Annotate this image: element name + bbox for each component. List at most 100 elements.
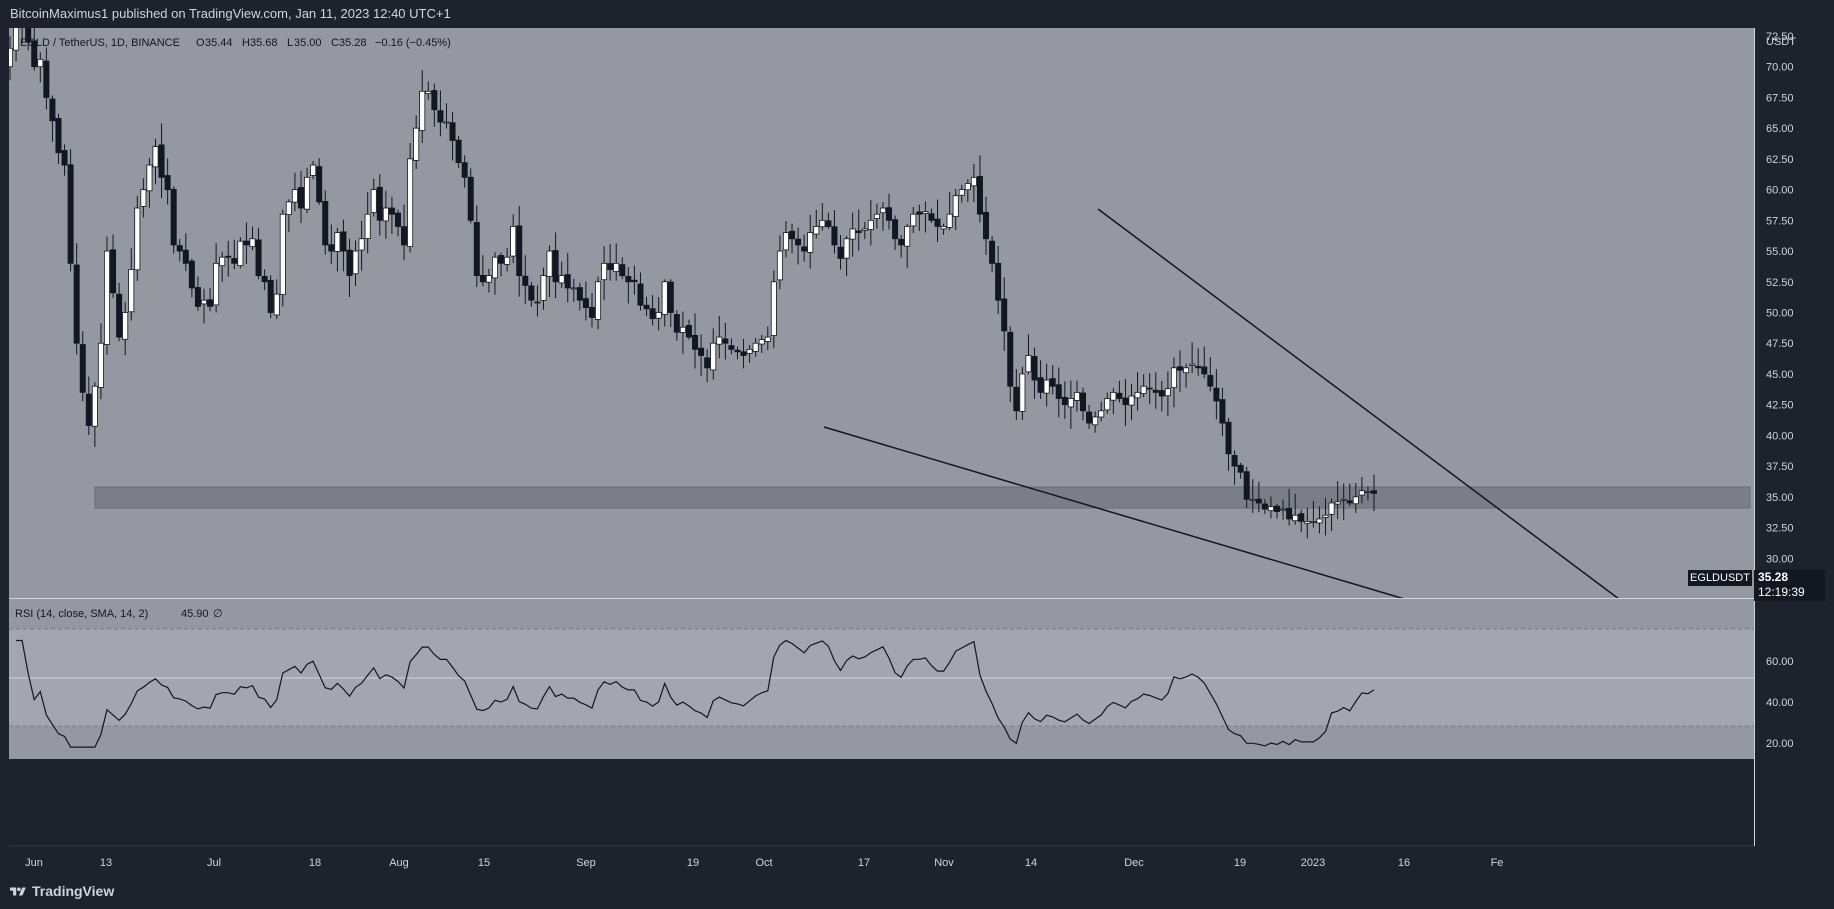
candle-body bbox=[407, 158, 414, 248]
candle-body bbox=[873, 213, 880, 219]
time-axis-label: 14 bbox=[1025, 857, 1037, 869]
price-tick-label: 50.00 bbox=[1766, 308, 1794, 320]
candle-body bbox=[716, 336, 723, 345]
time-axis-label: 19 bbox=[687, 857, 699, 869]
legend-c-label: C bbox=[331, 37, 339, 49]
candle-body bbox=[522, 275, 529, 286]
candle-body bbox=[746, 348, 753, 354]
candle-body bbox=[1001, 298, 1008, 332]
candle-body bbox=[1080, 392, 1087, 412]
rsi-tick-label: 40.00 bbox=[1766, 697, 1794, 709]
candle-body bbox=[170, 188, 177, 246]
candle-body bbox=[485, 275, 492, 283]
price-tag: 35.28 12:19:39 bbox=[1754, 570, 1825, 601]
candle-body bbox=[946, 213, 953, 228]
candle-body bbox=[1231, 455, 1238, 467]
tradingview-brand[interactable]: TradingView bbox=[32, 883, 115, 899]
candle-body bbox=[1213, 387, 1220, 402]
price-tick-label: 45.00 bbox=[1766, 369, 1794, 381]
chart-area[interactable]: EGLD / TetherUS, 1D, BINANCE O 35.44 H 3… bbox=[6, 0, 1754, 874]
price-axis-currency: USDT bbox=[1766, 36, 1796, 48]
time-axis-label: 17 bbox=[858, 857, 870, 869]
candle-body bbox=[722, 338, 729, 344]
candle-body bbox=[1122, 397, 1129, 406]
legend-l-label: L bbox=[287, 37, 293, 49]
price-tick-label: 55.00 bbox=[1766, 246, 1794, 258]
candle-body bbox=[867, 219, 874, 230]
candle-body bbox=[419, 90, 426, 131]
candle-body bbox=[576, 287, 583, 301]
price-axis[interactable]: USDT 72.50 70.00 67.50 65.00 62.50 60.00 57.50… bbox=[1754, 28, 1834, 874]
candle-body bbox=[437, 110, 444, 123]
candle-body bbox=[958, 189, 965, 196]
candle-body bbox=[1352, 496, 1359, 505]
candle-body bbox=[752, 342, 759, 352]
candle-body bbox=[940, 226, 947, 230]
candle-body bbox=[1249, 498, 1256, 501]
price-tick-label: 42.50 bbox=[1766, 400, 1794, 412]
candle-body bbox=[146, 164, 153, 192]
candle-body bbox=[67, 164, 74, 264]
descending-resistance-line[interactable] bbox=[1097, 208, 1644, 618]
candle-body bbox=[831, 226, 838, 246]
candle-body bbox=[176, 245, 183, 252]
candle-body bbox=[431, 90, 438, 111]
candle-body bbox=[140, 189, 147, 207]
price-tick-label: 67.50 bbox=[1766, 92, 1794, 104]
candle-body bbox=[1086, 411, 1093, 424]
time-axis[interactable]: Jun 13 Jul 18 Aug 15 Sep 19 Oct 17 Nov 14 Dec 19 2023 1… bbox=[25, 857, 1503, 869]
candle-body bbox=[297, 187, 304, 209]
candles-group bbox=[6, 0, 1378, 539]
candle-body bbox=[1201, 366, 1208, 375]
candle-body bbox=[1019, 373, 1026, 412]
candle-body bbox=[679, 326, 686, 333]
candle-body bbox=[837, 246, 844, 259]
candle-body bbox=[637, 283, 644, 306]
candle-body bbox=[601, 262, 608, 281]
candle-body bbox=[1146, 387, 1153, 390]
candle-body bbox=[304, 176, 311, 210]
candle-body bbox=[243, 240, 250, 246]
candle-body bbox=[1322, 514, 1329, 518]
time-axis-label: 15 bbox=[478, 857, 490, 869]
candle-body bbox=[310, 164, 317, 176]
candle-body bbox=[394, 212, 401, 227]
candle-body bbox=[564, 274, 571, 289]
candle-body bbox=[613, 262, 620, 272]
candle-body bbox=[13, 23, 20, 51]
candle-body bbox=[237, 240, 244, 267]
candle-body bbox=[570, 287, 577, 290]
candle-body bbox=[285, 201, 292, 216]
candle-body bbox=[134, 207, 141, 271]
candle-body bbox=[1116, 392, 1123, 399]
candle-body bbox=[631, 279, 638, 283]
candle-body bbox=[855, 230, 862, 234]
price-tick-label: 60.00 bbox=[1766, 185, 1794, 197]
candle-body bbox=[376, 186, 383, 221]
time-axis-label: 13 bbox=[100, 857, 112, 869]
candle-body bbox=[782, 232, 789, 251]
candle-body bbox=[1304, 521, 1311, 524]
candle-body bbox=[55, 118, 62, 154]
candle-body bbox=[1298, 513, 1305, 522]
candle-body bbox=[595, 281, 602, 320]
price-tick-label: 47.50 bbox=[1766, 338, 1794, 350]
candle-body bbox=[110, 249, 117, 294]
candle-body bbox=[770, 281, 777, 336]
candle-body bbox=[116, 293, 123, 338]
candle-body bbox=[534, 301, 541, 304]
candle-body bbox=[91, 385, 98, 427]
price-tick-label: 52.50 bbox=[1766, 277, 1794, 289]
candle-body bbox=[673, 314, 680, 333]
time-axis-label: Nov bbox=[934, 857, 954, 869]
candle-body bbox=[685, 325, 692, 338]
candle-body bbox=[194, 287, 201, 307]
candle-body bbox=[1225, 421, 1232, 455]
candle-body bbox=[776, 250, 783, 281]
time-axis-label: 2023 bbox=[1301, 857, 1325, 869]
chart-svg[interactable]: EGLD / TetherUS, 1D, BINANCE O 35.44 H 3… bbox=[6, 0, 1754, 874]
candle-body bbox=[279, 213, 286, 295]
rsi-legend-extra: ∅ bbox=[213, 608, 223, 620]
candle-body bbox=[158, 144, 165, 178]
candle-body bbox=[692, 334, 699, 350]
